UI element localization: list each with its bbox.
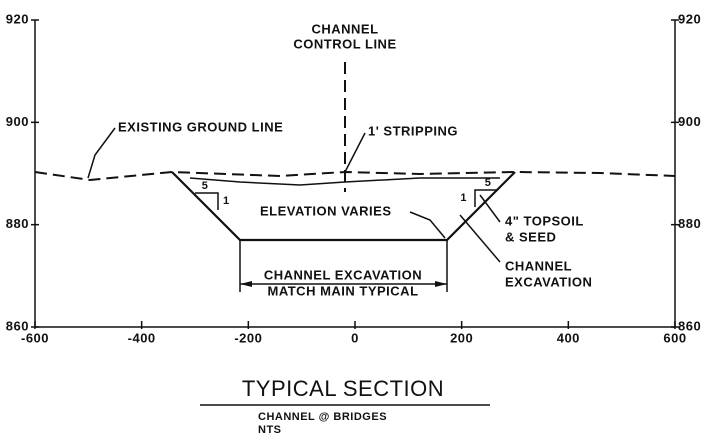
label: CHANNEL EXCAVATION xyxy=(264,267,422,282)
channel xyxy=(171,171,516,242)
y-tick-label: 880 xyxy=(678,216,701,231)
y-tick-label: 860 xyxy=(6,318,29,333)
x-tick-label: -400 xyxy=(128,330,156,345)
subtitle: CHANNEL @ BRIDGES xyxy=(258,411,387,423)
arrow xyxy=(435,281,447,287)
leader xyxy=(344,132,366,173)
x-tick-label: -200 xyxy=(234,330,262,345)
leader xyxy=(409,211,446,239)
x-tick-label: 400 xyxy=(557,330,580,345)
slope-triangle xyxy=(474,189,498,207)
slope-label: 1 xyxy=(223,195,230,207)
y-tick-label: 920 xyxy=(678,11,701,26)
x-tick-label: 0 xyxy=(351,330,359,345)
x-tick-label: 600 xyxy=(663,330,686,345)
label: CONTROL LINE xyxy=(293,36,396,51)
x-tick-label: 200 xyxy=(450,330,473,345)
y-tick-label: 860 xyxy=(678,318,701,333)
label: CHANNEL xyxy=(505,258,572,273)
y-tick-label: 900 xyxy=(6,114,29,129)
leader xyxy=(87,127,116,179)
slope-label: 1 xyxy=(460,192,467,204)
title: TYPICAL SECTION xyxy=(242,376,444,401)
label: CHANNEL xyxy=(311,21,378,36)
stripping-line xyxy=(189,177,500,186)
slope-label: 5 xyxy=(202,180,209,192)
y-tick-label: 900 xyxy=(678,114,701,129)
label: 4" TOPSOIL xyxy=(505,213,584,228)
y-tick-label: 880 xyxy=(6,216,29,231)
label: 1' STRIPPING xyxy=(368,123,458,138)
x-tick-label: -600 xyxy=(21,330,49,345)
ground-line xyxy=(34,170,676,182)
label: & SEED xyxy=(505,229,556,244)
slope-label: 5 xyxy=(485,177,492,189)
label: EXCAVATION xyxy=(505,274,592,289)
label: ELEVATION VARIES xyxy=(260,203,392,218)
label: EXISTING GROUND LINE xyxy=(118,119,283,134)
slope-triangle xyxy=(195,192,219,210)
arrow xyxy=(240,281,252,287)
leader xyxy=(459,214,501,263)
leader xyxy=(479,194,501,223)
label: MATCH MAIN TYPICAL xyxy=(267,283,418,298)
subtitle: NTS xyxy=(258,424,282,436)
y-tick-label: 920 xyxy=(6,11,29,26)
